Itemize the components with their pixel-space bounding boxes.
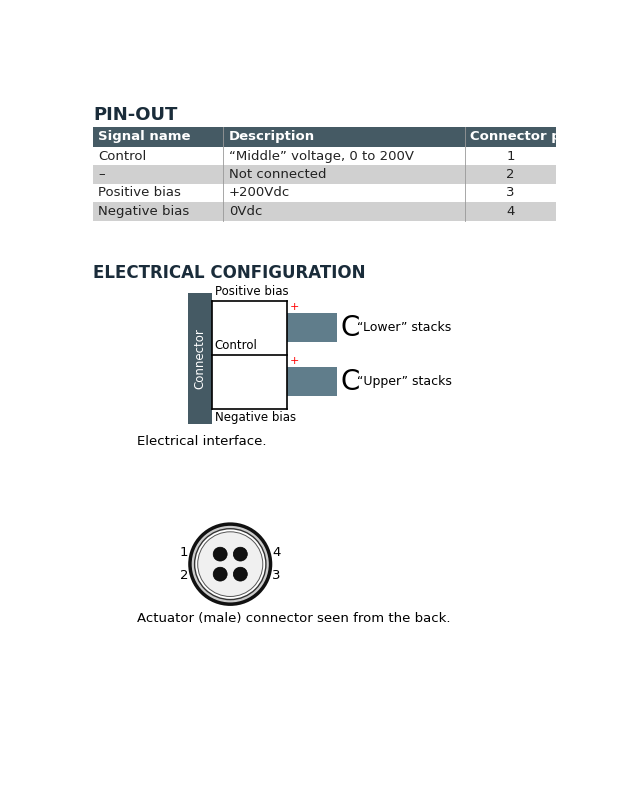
- Text: ELECTRICAL CONFIGURATION: ELECTRICAL CONFIGURATION: [93, 264, 366, 282]
- Text: Electrical interface.: Electrical interface.: [137, 434, 266, 448]
- Text: 1: 1: [180, 546, 189, 559]
- Text: Description: Description: [229, 131, 315, 143]
- Text: +: +: [290, 357, 299, 366]
- Text: C: C: [341, 314, 360, 342]
- Text: “Middle” voltage, 0 to 200V: “Middle” voltage, 0 to 200V: [229, 150, 414, 163]
- Text: “Upper” stacks: “Upper” stacks: [358, 375, 452, 388]
- Text: PIN-OUT: PIN-OUT: [93, 106, 177, 124]
- Text: “Lower” stacks: “Lower” stacks: [358, 321, 451, 334]
- Text: 2: 2: [180, 569, 189, 582]
- Ellipse shape: [194, 529, 266, 600]
- Text: 1: 1: [506, 150, 515, 163]
- Bar: [93, 202, 556, 220]
- Bar: [287, 313, 337, 342]
- Text: Connector pin: Connector pin: [470, 131, 575, 143]
- Text: 2: 2: [506, 168, 515, 181]
- Text: –: –: [99, 168, 105, 181]
- Text: Control: Control: [99, 150, 147, 163]
- Text: Negative bias: Negative bias: [215, 411, 296, 424]
- Ellipse shape: [197, 532, 263, 597]
- Text: Connector: Connector: [194, 328, 206, 389]
- Text: 4: 4: [272, 546, 280, 559]
- Ellipse shape: [234, 547, 248, 561]
- Bar: [93, 165, 556, 183]
- Ellipse shape: [213, 547, 227, 561]
- Text: 3: 3: [272, 569, 280, 582]
- Text: +: +: [290, 302, 299, 312]
- Ellipse shape: [213, 567, 227, 581]
- Text: Control: Control: [215, 339, 258, 353]
- Text: Positive bias: Positive bias: [99, 187, 182, 199]
- Bar: [93, 183, 556, 202]
- Bar: [93, 147, 556, 165]
- Text: C: C: [341, 368, 360, 396]
- Text: 4: 4: [506, 205, 515, 218]
- Bar: [287, 367, 337, 397]
- Ellipse shape: [234, 567, 248, 581]
- Text: +200Vdc: +200Vdc: [229, 187, 290, 199]
- Bar: [187, 293, 213, 424]
- Ellipse shape: [190, 524, 270, 604]
- Text: Actuator (male) connector seen from the back.: Actuator (male) connector seen from the …: [137, 611, 451, 625]
- Text: Positive bias: Positive bias: [215, 286, 289, 298]
- Text: Not connected: Not connected: [229, 168, 326, 181]
- Text: 3: 3: [506, 187, 515, 199]
- Text: Signal name: Signal name: [99, 131, 191, 143]
- Bar: [93, 127, 556, 147]
- Text: Negative bias: Negative bias: [99, 205, 190, 218]
- Text: 0Vdc: 0Vdc: [229, 205, 262, 218]
